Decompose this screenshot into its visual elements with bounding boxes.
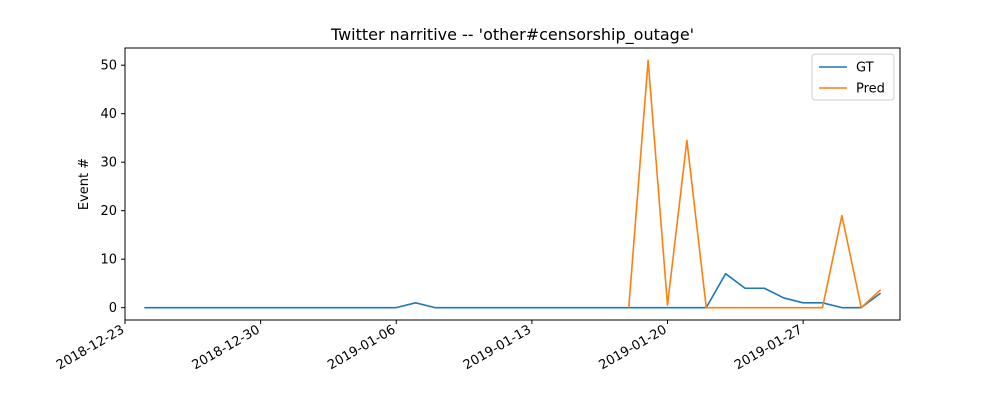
chart-title: Twitter narritive -- 'other#censorship_o… bbox=[330, 25, 694, 45]
y-tick-label: 50 bbox=[100, 59, 117, 74]
plot-frame bbox=[124, 47, 901, 321]
x-tick-label: 2018-12-30 bbox=[190, 322, 263, 373]
y-axis: 0 10 20 30 40 50 bbox=[100, 59, 125, 316]
x-tick-label: 2019-01-13 bbox=[461, 322, 534, 373]
y-tick-label: 30 bbox=[100, 156, 117, 171]
y-tick-label: 0 bbox=[109, 301, 117, 316]
y-axis-title: Event # bbox=[77, 158, 92, 210]
x-tick-label: 2019-01-27 bbox=[732, 322, 805, 373]
series-line-gt bbox=[144, 272, 882, 309]
series-layer bbox=[144, 59, 882, 309]
x-axis: 2018-12-23 2018-12-30 2019-01-06 2019-01-13… bbox=[54, 320, 805, 373]
x-tick-label: 2018-12-23 bbox=[54, 322, 127, 373]
y-tick-label: 10 bbox=[100, 253, 117, 268]
y-tick-label: 20 bbox=[100, 204, 117, 219]
legend-label-pred: Pred bbox=[856, 82, 885, 97]
legend-label-gt: GT bbox=[856, 61, 874, 76]
x-tick-label: 2019-01-20 bbox=[597, 322, 670, 373]
legend: GT Pred bbox=[811, 53, 895, 101]
x-tick-label: 2019-01-06 bbox=[325, 322, 398, 373]
series-line-pred bbox=[627, 59, 882, 309]
y-tick-label: 40 bbox=[100, 107, 117, 122]
